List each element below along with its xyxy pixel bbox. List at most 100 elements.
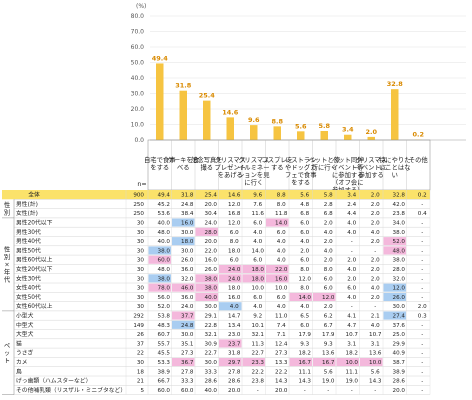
cell-value: 31.8 [228, 351, 241, 357]
cell-value: - [421, 221, 423, 227]
cell-value: 28.6 [205, 379, 218, 385]
cell-value: 4.0 [347, 230, 356, 236]
cell-value: 18.0 [252, 267, 265, 273]
cell-value: 2.0 [418, 304, 427, 310]
cell-highlight [172, 218, 195, 227]
cell-value: 12.0 [228, 221, 241, 227]
row-label: うさぎ [16, 349, 34, 357]
cell-value: - [421, 351, 423, 357]
cell-value: 8.8 [277, 193, 286, 199]
row-n: 30 [137, 267, 145, 273]
cell-value: 60.0 [158, 258, 171, 264]
cell-highlight [360, 358, 383, 367]
row-label: 小型犬 [16, 312, 34, 320]
cell-value: 9.6 [253, 193, 262, 199]
row-n: 30 [137, 221, 145, 227]
y-tick-label: 10.0 [131, 122, 145, 129]
cell-value: 13.4 [228, 323, 241, 329]
cell-value: 2.0 [324, 221, 333, 227]
cell-value: 60.0 [181, 388, 194, 394]
y-tick-label: 0.0 [134, 137, 144, 144]
cell-value: 24.0 [181, 304, 194, 310]
cell-value: - [304, 388, 306, 394]
cell-value: 6.0 [300, 221, 309, 227]
cell-value: 16.7 [322, 360, 335, 366]
cell-value: 4.4 [347, 211, 356, 217]
y-tick-label: 70.0 [131, 29, 145, 36]
row-label: 女性(計) [16, 209, 38, 217]
row-n: 30 [137, 360, 145, 366]
cell-value: 18.2 [299, 351, 311, 357]
cell-highlight [219, 302, 242, 311]
cell-value: 48.0 [158, 267, 171, 273]
cell-value: 29.9 [393, 341, 406, 347]
cell-value: 37.6 [393, 323, 406, 329]
row-n: 22 [137, 351, 144, 357]
cell-value: 23.8 [252, 379, 265, 385]
cell-value: 53.3 [158, 360, 171, 366]
cell-value: 30.9 [205, 341, 218, 347]
cell-value: 20.0 [393, 388, 406, 394]
cell-value: 38.0 [205, 276, 218, 282]
cell-highlight [383, 311, 406, 320]
cell-value: 38.0 [205, 286, 218, 292]
cell-value: 32.1 [252, 332, 265, 338]
cell-value: 16.0 [275, 276, 288, 282]
bar-value-label: 32.8 [387, 80, 404, 88]
row-n: 30 [137, 286, 145, 292]
cell-value: 48.0 [158, 230, 171, 236]
row-label: 男性30代 [16, 228, 41, 236]
bar [226, 117, 234, 140]
bar [156, 63, 164, 140]
cell-value: 4.0 [277, 239, 286, 245]
cell-value: 8.0 [324, 267, 333, 273]
cell-value: 8.0 [277, 202, 286, 208]
cell-value: 53.6 [158, 211, 171, 217]
cell-value: 55.7 [158, 341, 171, 347]
cell-value: - [421, 323, 423, 329]
row-n: 250 [133, 202, 144, 208]
cell-value: 14.0 [299, 295, 312, 301]
cell-value: 24.0 [228, 267, 241, 273]
cell-value: 30.0 [181, 332, 194, 338]
cell-value: 18.0 [252, 276, 265, 282]
cell-value: 46.0 [181, 286, 194, 292]
cell-value: 32.8 [393, 193, 406, 199]
cell-value: 2.0 [371, 258, 380, 264]
cell-value: 6.7 [324, 323, 333, 329]
cell-value: 40.0 [205, 388, 218, 394]
bar-value-label: 8.8 [271, 117, 283, 125]
row-label: 女性50代 [16, 293, 41, 301]
row-n: 26 [137, 332, 145, 338]
bar [273, 126, 281, 140]
cell-highlight [313, 292, 336, 301]
cell-value: 66.7 [158, 379, 171, 385]
cell-value: 22.2 [252, 369, 264, 375]
cell-value: 20.0 [205, 239, 218, 245]
row-label: 大型犬 [16, 330, 34, 338]
cell-value: 48.3 [158, 323, 171, 329]
row-n: 292 [133, 314, 144, 320]
category-label: クリスマスイベントに参加する [356, 156, 387, 179]
cell-highlight [266, 274, 289, 283]
cell-value: 6.8 [324, 211, 333, 217]
cell-value: 14.7 [228, 314, 241, 320]
cell-value: 60.7 [158, 332, 171, 338]
cell-value: 36.7 [181, 360, 194, 366]
cell-value: 2.0 [324, 258, 333, 264]
cell-highlight [172, 311, 195, 320]
cell-value: - [351, 388, 353, 394]
cell-value: 14.6 [228, 193, 241, 199]
n-column-header: n= [137, 181, 146, 188]
cell-value: 28.0 [205, 230, 218, 236]
cell-value: 36.0 [181, 267, 194, 273]
cell-value: 30.0 [205, 304, 218, 310]
cell-value: 16.8 [228, 211, 241, 217]
cell-value: 4.0 [230, 304, 239, 310]
cell-highlight [219, 274, 242, 283]
cell-value: 30.0 [181, 248, 194, 254]
cell-value: 3.1 [347, 341, 356, 347]
cell-value: 38.0 [158, 276, 171, 282]
cell-value: 33.3 [205, 369, 218, 375]
cell-value: 23.7 [228, 341, 241, 347]
